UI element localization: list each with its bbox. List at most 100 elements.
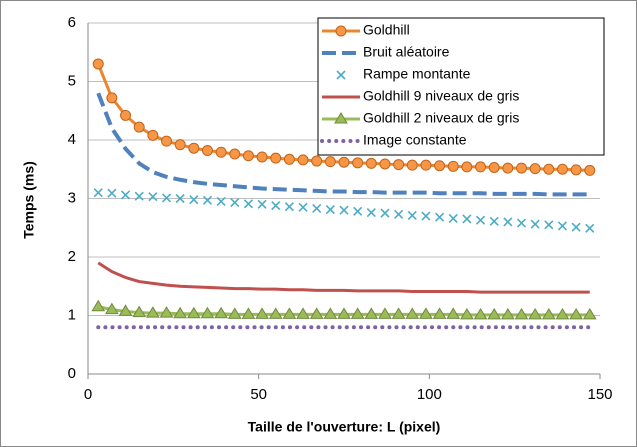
point (462, 214, 472, 224)
point (394, 209, 404, 219)
legend-label: Bruit aléatoire (363, 44, 450, 60)
point (241, 307, 256, 319)
point (514, 307, 529, 320)
point (557, 221, 568, 231)
point (229, 148, 241, 160)
point (284, 202, 294, 212)
point (500, 307, 515, 320)
point (570, 164, 582, 176)
point (268, 307, 283, 319)
point (325, 205, 335, 215)
y-tick-label: 2 (68, 248, 76, 265)
point (186, 306, 201, 319)
point (175, 193, 185, 204)
y-tick-label: 3 (68, 189, 76, 206)
point (555, 307, 570, 320)
point (145, 306, 160, 318)
point (350, 307, 365, 319)
point (216, 196, 226, 206)
point (530, 219, 540, 229)
point (407, 210, 417, 221)
point (297, 154, 309, 166)
point (256, 151, 268, 163)
x-tick-label: 100 (417, 386, 442, 403)
series (96, 92, 590, 197)
point (188, 142, 200, 154)
point (148, 192, 158, 202)
point (215, 146, 227, 158)
y-axis-title: Temps (ms) (21, 161, 37, 239)
point (585, 223, 595, 233)
point (353, 206, 363, 216)
point (132, 305, 147, 318)
line (97, 261, 590, 294)
point (200, 306, 215, 319)
point (569, 307, 583, 320)
point (421, 211, 431, 221)
point (201, 145, 213, 157)
series (97, 261, 590, 294)
point (106, 92, 118, 104)
point (434, 160, 446, 172)
point (571, 222, 581, 232)
point (420, 159, 432, 171)
point (352, 157, 364, 169)
point (323, 307, 338, 319)
point (214, 306, 229, 319)
point (379, 158, 391, 170)
point (489, 216, 499, 226)
point (488, 161, 500, 173)
point (312, 203, 322, 214)
legend-label: Goldhill (363, 22, 410, 38)
point (556, 163, 568, 175)
point (147, 129, 159, 141)
point (475, 215, 486, 225)
point (473, 307, 488, 320)
point (393, 159, 405, 171)
point (271, 200, 281, 211)
point (336, 70, 346, 80)
point (364, 307, 379, 319)
point (105, 302, 119, 315)
point (189, 195, 199, 205)
point (461, 161, 473, 173)
point (515, 162, 527, 174)
point (230, 198, 240, 208)
point (174, 139, 186, 151)
series (91, 299, 597, 320)
point (311, 155, 323, 167)
line (96, 92, 590, 197)
point (159, 306, 174, 318)
point (309, 307, 324, 319)
point (529, 163, 541, 175)
point (324, 156, 336, 168)
point (296, 307, 310, 319)
point (366, 207, 376, 218)
point (257, 199, 267, 209)
x-tick-label: 0 (84, 386, 92, 403)
point (255, 307, 269, 319)
point (582, 307, 597, 320)
point (544, 220, 554, 230)
series (93, 188, 595, 233)
point (107, 188, 117, 198)
point (419, 307, 433, 319)
point (459, 307, 474, 320)
point (338, 156, 350, 168)
point (118, 304, 133, 316)
point (120, 190, 131, 200)
legend-box (317, 17, 605, 156)
x-tick-label: 150 (587, 386, 612, 403)
point (161, 135, 173, 147)
point (502, 162, 514, 174)
point (584, 164, 596, 176)
y-tick-label: 1 (68, 306, 76, 323)
point (405, 307, 420, 319)
point (543, 163, 555, 175)
point (91, 299, 106, 312)
point (487, 307, 502, 320)
point (337, 307, 351, 319)
legend-label: Goldhill 2 niveaux de gris (363, 110, 519, 126)
point (120, 109, 132, 121)
